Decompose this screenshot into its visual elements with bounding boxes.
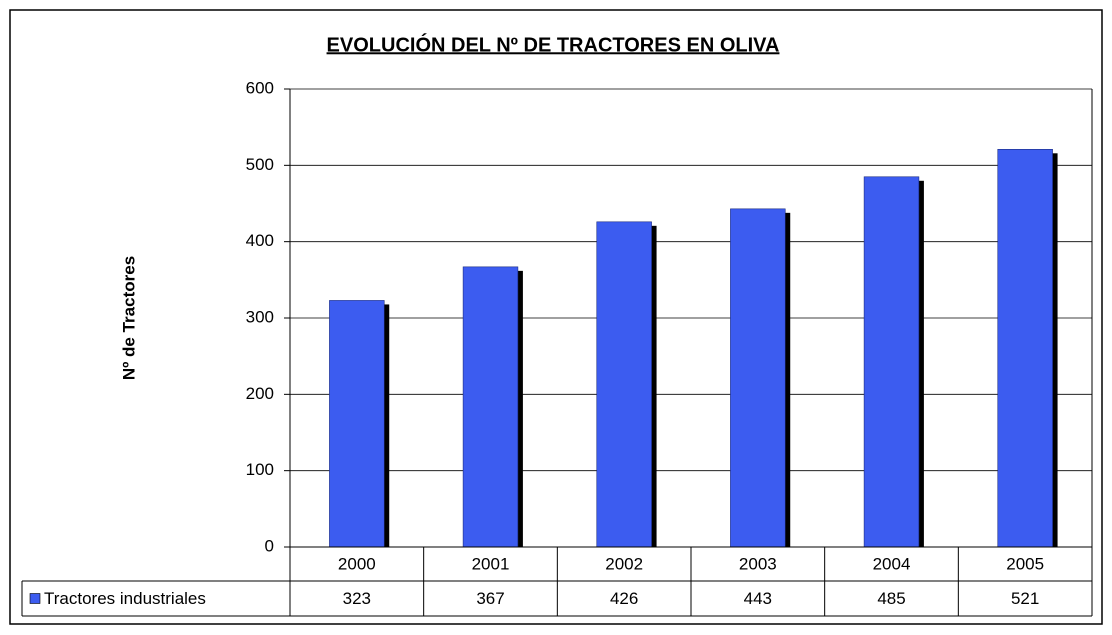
chart-title: EVOLUCIÓN DEL Nº DE TRACTORES EN OLIVA: [327, 32, 780, 56]
chart-frame: [9, 9, 1103, 625]
y-tick-label: 100: [246, 460, 274, 479]
x-tick-label: 2000: [338, 554, 376, 573]
y-tick-label: 400: [246, 231, 274, 250]
legend-label: Tractores industriales: [44, 589, 206, 608]
table-value: 426: [610, 589, 638, 608]
y-tick-label: 300: [246, 307, 274, 326]
bar: [863, 176, 920, 548]
bar: [462, 266, 519, 548]
table-value: 443: [744, 589, 772, 608]
x-tick-label: 2005: [1006, 554, 1044, 573]
y-tick-label: 0: [265, 536, 274, 555]
table-value: 521: [1011, 589, 1039, 608]
x-tick-label: 2002: [605, 554, 643, 573]
x-tick-label: 2001: [472, 554, 510, 573]
bar: [329, 300, 385, 548]
y-tick-label: 200: [246, 384, 274, 403]
x-tick-label: 2004: [873, 554, 911, 573]
y-tick-label: 500: [246, 155, 274, 174]
table-value: 323: [343, 589, 371, 608]
bar: [997, 149, 1053, 548]
y-axis-label: Nº de Tractores: [119, 256, 138, 380]
legend-key: [29, 593, 41, 604]
y-tick-label: 600: [246, 78, 274, 97]
bar: [596, 221, 652, 548]
x-tick-label: 2003: [739, 554, 777, 573]
table-value: 367: [476, 589, 504, 608]
table-value: 485: [877, 589, 905, 608]
bar: [730, 208, 786, 548]
